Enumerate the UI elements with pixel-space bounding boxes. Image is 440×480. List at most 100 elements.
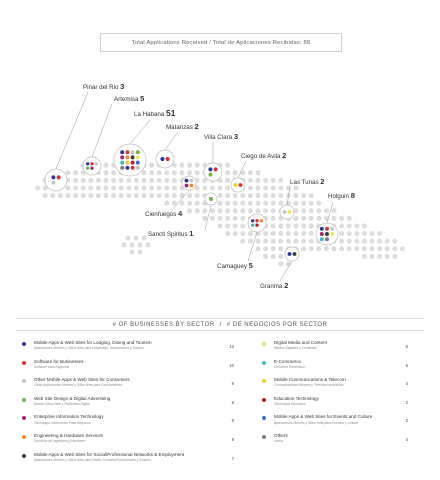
map-dot: [194, 162, 200, 168]
map-dot: [270, 246, 276, 252]
map-dot: [240, 193, 246, 199]
province-sector-dot: [213, 167, 218, 172]
province-name: Camaguey: [217, 263, 249, 270]
map-dot: [270, 231, 276, 237]
map-dot: [187, 200, 193, 206]
map-dot: [369, 238, 375, 244]
map-dot: [232, 193, 238, 199]
map-dot: [118, 177, 124, 183]
map-dot: [308, 238, 314, 244]
province-name: Pinar del Rio: [83, 84, 120, 91]
map-dot: [42, 185, 48, 191]
sector-name-es: Aplicaciones Móviles y Sitios Web para E…: [274, 420, 359, 425]
map-dot: [369, 253, 375, 259]
province-sector-dot: [184, 178, 189, 183]
map-dot: [240, 215, 246, 221]
map-dot: [121, 242, 127, 248]
map-dot: [308, 215, 314, 221]
province-count: 5: [249, 261, 254, 270]
map-dot: [225, 215, 231, 221]
callout-line: [164, 131, 179, 151]
province-count: 2: [195, 122, 199, 131]
map-dot: [171, 177, 177, 183]
map-dot: [42, 193, 48, 199]
sector-count: 13: [229, 344, 234, 349]
map-dot: [263, 200, 269, 206]
province-name: Villa Clara: [204, 134, 234, 141]
map-dot: [187, 208, 193, 214]
province-sector-dot: [86, 166, 90, 170]
sector-name: Software for Businesses: [34, 358, 84, 364]
sector-name-es: Comunicaciones Móviles y Telecomunicacio…: [274, 383, 344, 388]
map-dot: [278, 177, 284, 183]
map-dot: [111, 177, 117, 183]
sector-color-dot: [22, 453, 26, 458]
callout-line: [204, 204, 212, 231]
sector-count: 8: [231, 418, 234, 424]
province-count: 1: [189, 229, 194, 238]
province-sector-dot: [125, 150, 130, 155]
map-dot: [377, 238, 383, 244]
province-sector-dot: [125, 155, 130, 160]
sector-color-dot: [22, 434, 26, 439]
map-dot: [88, 177, 94, 183]
sector-name-es: Otras Aplicaciones Móviles y Sitios Web …: [34, 383, 123, 388]
sector-legend-item: Engineering & Hardware Services Servicios…: [22, 433, 234, 449]
sector-count: 10: [229, 362, 234, 368]
province-sector-dot: [330, 226, 335, 231]
map-dot: [293, 215, 299, 221]
map-dot: [301, 193, 307, 199]
map-dot: [263, 177, 269, 183]
province-count: 4: [178, 209, 183, 218]
province-sector-dot: [287, 210, 292, 214]
map-dot: [255, 200, 261, 206]
province-sector-dot: [120, 160, 125, 165]
map-dot: [392, 246, 398, 252]
map-dot: [263, 231, 269, 237]
map-dot: [209, 215, 215, 221]
map-dot: [285, 238, 291, 244]
sector-color-dot: [262, 379, 266, 384]
map-dot: [187, 170, 193, 176]
province-ring: [82, 156, 102, 176]
map-dot: [194, 170, 200, 176]
map-dot: [285, 223, 291, 229]
sector-legend-item: Web Site Design & Digital Advertising Dis…: [22, 396, 234, 412]
map-dot: [270, 208, 276, 214]
map-dot: [278, 223, 284, 229]
province-ring: [203, 162, 223, 182]
map-dot: [301, 231, 307, 237]
map-dot: [263, 208, 269, 214]
title-separator: /: [219, 321, 222, 328]
province-sector-dot: [251, 219, 255, 223]
map-dot: [103, 185, 109, 191]
sector-name-es: Aplicaciones Móviles y Sitios Web para H…: [34, 346, 145, 351]
sector-count: 4: [405, 381, 408, 387]
map-dot: [118, 185, 124, 191]
map-dot: [217, 193, 223, 199]
map-dot: [361, 253, 367, 259]
map-dot: [225, 208, 231, 214]
sector-color-dot: [262, 360, 266, 365]
map-dot: [179, 193, 185, 199]
province-name: La Habana: [134, 111, 166, 118]
map-dot: [255, 208, 261, 214]
sector-count: 8: [231, 436, 234, 442]
map-dot: [278, 246, 284, 252]
map-dot: [232, 215, 238, 221]
map-dot: [202, 215, 208, 221]
province-sector-dot: [120, 155, 125, 160]
map-dot: [270, 223, 276, 229]
sector-color-dot: [22, 416, 26, 421]
map-dot: [247, 177, 253, 183]
map-dot: [103, 177, 109, 183]
map-dot: [392, 238, 398, 244]
map-dot: [126, 177, 132, 183]
sector-count: 5: [405, 362, 408, 368]
map-dot: [301, 215, 307, 221]
map-dot: [103, 193, 109, 199]
map-dot: [156, 177, 162, 183]
map-dot: [346, 223, 352, 229]
map-dot: [301, 223, 307, 229]
